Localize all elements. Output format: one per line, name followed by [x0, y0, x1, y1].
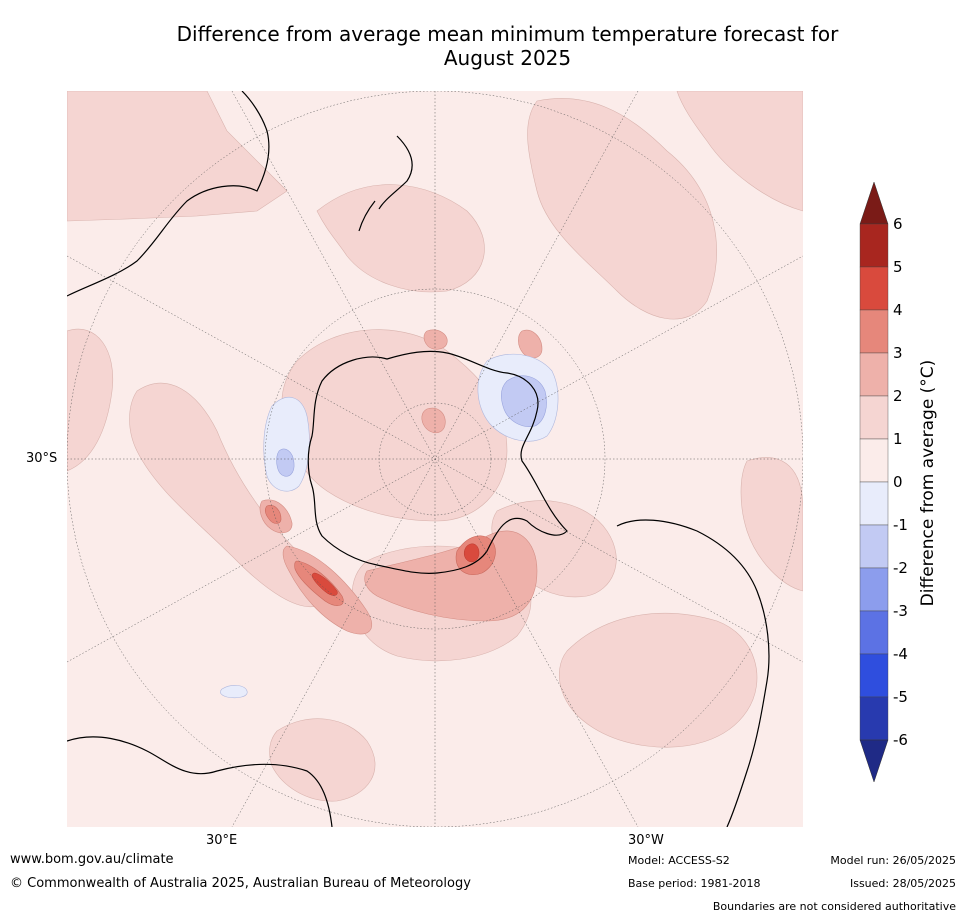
lon-label-30e: 30°E — [206, 833, 238, 848]
lat-label-30s: 30°S — [26, 451, 58, 466]
colorbar-arrow-top — [859, 182, 889, 225]
antarctica-coastline — [307, 350, 568, 574]
colorbar-arrow-bottom — [859, 739, 889, 782]
colorbar-swatch — [859, 567, 889, 612]
colorbar-swatch — [859, 696, 889, 741]
colorbar-tick-label: 6 — [893, 215, 903, 233]
anomaly-minus-1-to-minus-2 — [276, 375, 547, 477]
graticule — [67, 91, 803, 827]
footer-base-period: Base period: 1981-2018 — [628, 877, 761, 890]
colorbar-tick-label: -1 — [893, 516, 908, 534]
colorbar-swatch — [859, 309, 889, 354]
africa-coastline — [67, 736, 333, 827]
colorbar-tick-label: -5 — [893, 688, 908, 706]
footer-copyright: © Commonwealth of Australia 2025, Austra… — [10, 876, 471, 891]
map-title: Difference from average mean minimum tem… — [60, 22, 955, 70]
temperature-map — [67, 91, 803, 827]
colorbar-label: Difference from average (°C) — [918, 359, 938, 607]
colorbar-swatch — [859, 438, 889, 483]
south-america-coastline — [616, 519, 770, 827]
colorbar-tick-label: -6 — [893, 731, 908, 749]
lon-label-30w: 30°W — [628, 833, 664, 848]
footer-disclaimer: Boundaries are not considered authoritat… — [712, 900, 956, 913]
colorbar-tick-label: 0 — [893, 473, 903, 491]
title-line-2: August 2025 — [443, 46, 572, 70]
colorbar-tick-label: 5 — [893, 258, 903, 276]
colorbar-tick-label: -4 — [893, 645, 908, 663]
footer-website[interactable]: www.bom.gov.au/climate — [10, 852, 174, 867]
footer-model-run: Model run: 26/05/2025 — [830, 854, 956, 867]
colorbar-tick-label: 2 — [893, 387, 903, 405]
anomaly-4-to-5 — [311, 543, 480, 596]
title-line-1: Difference from average mean minimum tem… — [176, 22, 839, 46]
colorbar-tick-label: -2 — [893, 559, 908, 577]
australia-coastline — [67, 91, 270, 297]
colorbar-tick-label: 1 — [893, 430, 903, 448]
colorbar-swatch — [859, 266, 889, 311]
new-zealand-coastline — [358, 135, 413, 232]
colorbar-tick-label: 4 — [893, 301, 903, 319]
colorbar-swatch — [859, 223, 889, 268]
colorbar-swatch — [859, 653, 889, 698]
footer-model: Model: ACCESS-S2 — [628, 854, 730, 867]
colorbar-swatch — [859, 481, 889, 526]
footer-issued: Issued: 28/05/2025 — [849, 877, 956, 890]
colorbar-tick-label: -3 — [893, 602, 908, 620]
colorbar-swatch — [859, 352, 889, 397]
colorbar-swatch — [859, 524, 889, 569]
colorbar-swatch — [859, 610, 889, 655]
colorbar-tick-label: 3 — [893, 344, 903, 362]
colorbar-swatch — [859, 395, 889, 440]
colorbar — [859, 182, 889, 782]
